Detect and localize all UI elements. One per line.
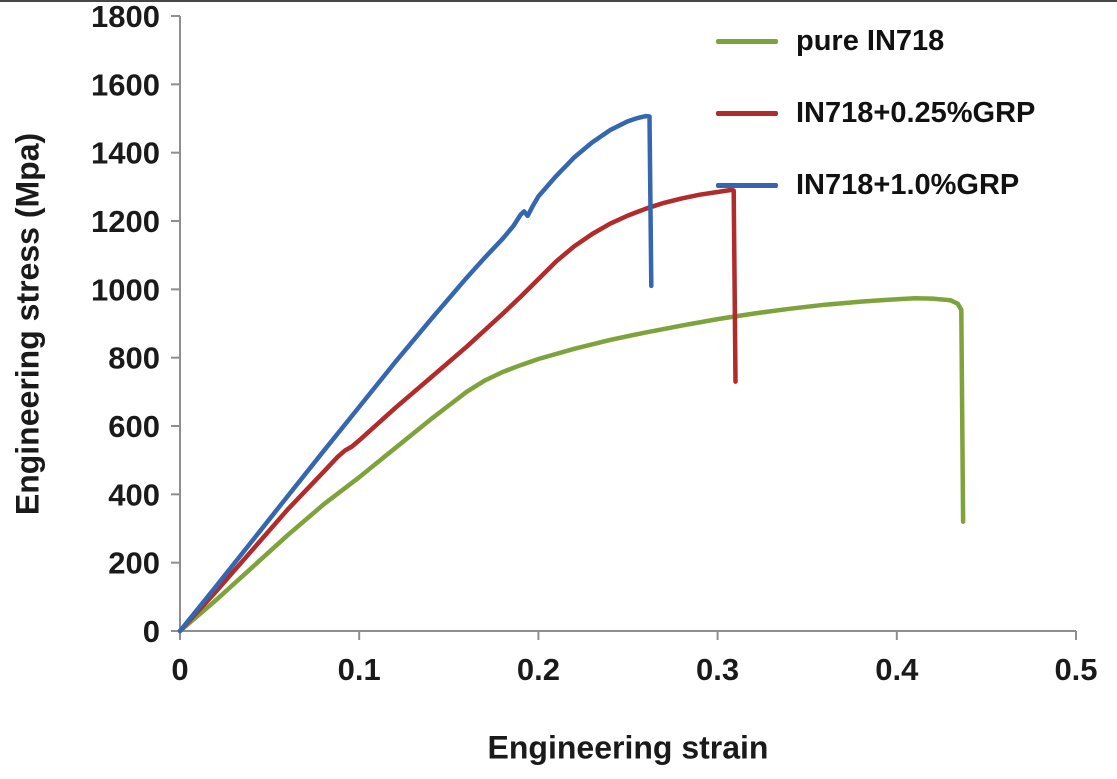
legend-swatch-pure-in718 xyxy=(716,39,778,45)
series-in718-0-25-grp xyxy=(177,187,738,634)
figure-top-border xyxy=(0,0,1117,2)
x-axis-ticks: 0 0.1 0.2 0.3 0.4 0.5 xyxy=(171,631,1098,687)
y-tick-label: 600 xyxy=(108,409,160,444)
y-tick-label: 200 xyxy=(108,546,160,581)
legend-label-pure-in718: pure IN718 xyxy=(796,25,945,57)
legend-item-pure-in718: pure IN718 xyxy=(716,25,1035,58)
legend: pure IN718 IN718+0.25%GRP IN718+1.0%GRP xyxy=(716,25,1036,202)
x-tick-label: 0.2 xyxy=(517,652,560,687)
legend-label-in718-025-grp: IN718+0.25%GRP xyxy=(796,96,1036,129)
x-tick-label: 0.1 xyxy=(338,652,381,687)
y-axis-ticks: 0 200 400 600 800 1000 1200 1400 1600 1800 xyxy=(91,0,180,649)
y-tick-label: 1800 xyxy=(91,0,160,34)
x-tick-label: 0.5 xyxy=(1054,652,1097,687)
y-tick-label: 1400 xyxy=(91,136,160,171)
x-tick-label: 0.3 xyxy=(696,652,739,687)
y-tick-label: 0 xyxy=(143,614,160,649)
legend-swatch-in718-025-grp xyxy=(716,111,778,117)
x-axis-title: Engineering strain xyxy=(487,729,769,766)
legend-swatch-in718-10-grp xyxy=(716,183,778,189)
x-tick-label: 0.4 xyxy=(875,652,919,687)
x-tick-label: 0 xyxy=(171,652,188,687)
y-tick-label: 1600 xyxy=(91,67,160,102)
y-axis-title: Engineering stress (Mpa) xyxy=(9,132,46,516)
y-tick-label: 1000 xyxy=(91,272,160,307)
y-tick-label: 1200 xyxy=(91,204,160,239)
axes xyxy=(179,16,1076,632)
series-in718-1-0-grp xyxy=(177,113,654,634)
series-pure-in718 xyxy=(177,295,966,634)
legend-item-in718-10-grp: IN718+1.0%GRP xyxy=(716,168,1035,202)
legend-label-in718-10-grp: IN718+1.0%GRP xyxy=(796,168,1020,201)
legend-item-in718-025-grp: IN718+0.25%GRP xyxy=(716,96,1036,130)
y-tick-label: 400 xyxy=(108,477,160,512)
y-tick-label: 800 xyxy=(108,341,160,376)
